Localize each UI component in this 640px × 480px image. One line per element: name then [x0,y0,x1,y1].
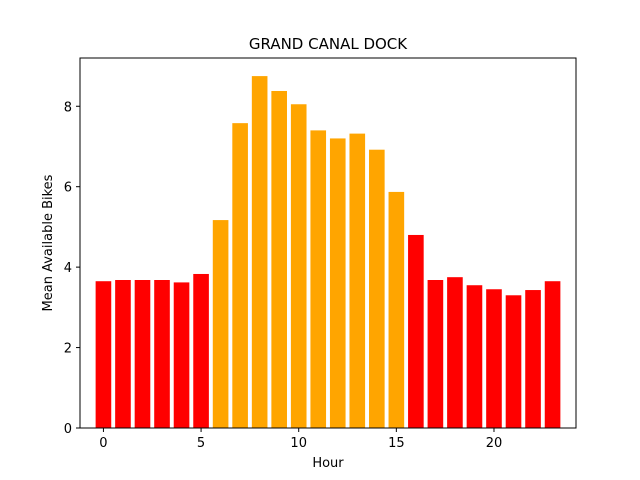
bar-hour-3 [154,280,170,428]
bar-hour-18 [447,277,463,428]
bar-hour-21 [505,295,522,428]
y-tick-label: 8 [64,100,72,115]
bar-hour-16 [408,234,424,428]
y-tick-label: 0 [64,422,72,437]
y-tick-label: 4 [64,261,72,276]
x-tick-label: 10 [290,436,307,451]
x-tick-label: 5 [197,436,205,451]
y-axis-label: Mean Available Bikes [41,174,56,311]
bar-hour-9 [271,90,287,428]
bar-hour-7 [232,123,248,429]
plot-frame [79,57,577,429]
bar-hour-20 [486,289,502,428]
bar-hour-1 [115,280,131,428]
bar-hour-5 [193,273,209,428]
x-tick-label: 15 [388,436,405,451]
y-tick-label: 6 [64,181,72,196]
bar-hour-10 [290,104,307,428]
bar-hour-15 [388,191,405,428]
x-axis: 0 5 10 15 20 [99,428,502,451]
bar-hour-17 [427,280,444,428]
x-axis-label: Hour [312,456,344,471]
bar-hour-8 [251,76,268,428]
bar-hour-23 [544,281,561,428]
bars-group [95,76,561,429]
bar-hour-11 [310,130,327,428]
bar-hour-6 [212,220,229,428]
bar-hour-22 [525,290,541,428]
x-tick-label: 20 [486,436,503,451]
bar-hour-19 [466,285,483,428]
x-tick-label: 0 [99,436,107,451]
bar-hour-12 [329,138,346,428]
bar-hour-14 [369,149,385,428]
bar-hour-4 [173,282,190,428]
bar-hour-2 [134,280,151,428]
bar-hour-13 [349,133,366,429]
bar-hour-0 [95,281,112,428]
y-axis: 0 2 4 6 8 [64,100,80,437]
y-tick-label: 2 [64,342,72,357]
chart-title: GRAND CANAL DOCK [249,35,408,53]
